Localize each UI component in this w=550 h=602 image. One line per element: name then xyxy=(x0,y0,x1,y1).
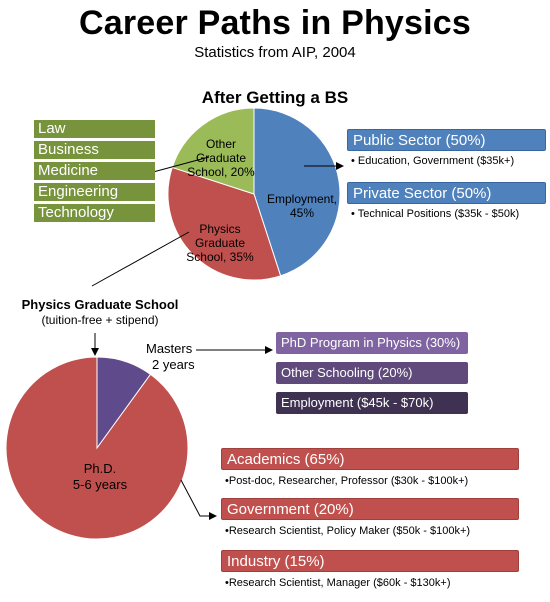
field-box-technology: Technology xyxy=(34,204,155,222)
slice-label-line: Ph.D. xyxy=(83,461,117,476)
phd-outcome-industry: Industry (15%) xyxy=(221,550,519,572)
field-box-business: Business xyxy=(34,141,155,159)
slice-label-line: School, 20% xyxy=(187,165,255,179)
phd-outcome-government: Government (20%) xyxy=(221,498,519,520)
phd-outcome-academics: Academics (65%) xyxy=(221,448,519,470)
field-box-law: Law xyxy=(34,120,155,138)
masters-outcome-employment: Employment ($45k - $70k) xyxy=(276,392,468,414)
slice-label-masters: Masters 2 years xyxy=(146,341,202,373)
slice-label-other-grad: Other Graduate School, 20% xyxy=(186,137,256,179)
public-sector-detail: • Education, Government ($35k+) xyxy=(351,155,515,167)
phd-outcome-government-detail: •Research Scientist, Policy Maker ($50k … xyxy=(225,525,471,537)
slice-label-phd: Ph.D. 5-6 years xyxy=(60,461,140,493)
slice-label-line: Physics xyxy=(199,222,241,236)
slice-label-line: Graduate xyxy=(194,236,246,250)
slice-label-line: 5-6 years xyxy=(72,477,128,492)
pie-slice-phd xyxy=(5,356,189,540)
public-sector-box: Public Sector (50%) xyxy=(347,129,546,151)
slice-label-employment: Employment, 45% xyxy=(262,192,342,220)
slice-label-line: Graduate xyxy=(195,151,247,165)
grad-section-heading: Physics Graduate School xyxy=(21,297,179,312)
slice-label-line: 45% xyxy=(289,206,315,220)
grad-section-subheading: (tuition-free + stipend) xyxy=(41,313,159,327)
phd-outcome-academics-detail: •Post-doc, Researcher, Professor ($30k -… xyxy=(225,475,469,487)
line-to-grad-school xyxy=(91,231,190,287)
page-subtitle: Statistics from AIP, 2004 xyxy=(194,44,356,61)
masters-outcome-phd-program: PhD Program in Physics (30%) xyxy=(276,332,468,354)
pie-slice-other-grad xyxy=(171,107,255,195)
slice-label-line: 2 years xyxy=(152,357,195,372)
arrow-to-phd-outcomes xyxy=(180,479,217,520)
bs-pie-chart xyxy=(167,107,341,281)
private-sector-detail: • Technical Positions ($35k - $50k) xyxy=(351,208,520,220)
pie-slice-employment xyxy=(253,107,341,277)
masters-outcome-other-schooling: Other Schooling (20%) xyxy=(276,362,468,384)
private-sector-box: Private Sector (50%) xyxy=(347,182,546,204)
slice-label-line: School, 35% xyxy=(186,250,254,264)
phd-outcome-industry-detail: •Research Scientist, Manager ($60k - $13… xyxy=(225,577,451,589)
slice-label-physics-grad: Physics Graduate School, 35% xyxy=(180,222,260,264)
field-box-engineering: Engineering xyxy=(34,183,155,201)
bs-section-heading: After Getting a BS xyxy=(201,88,349,107)
slice-label-line: Employment, xyxy=(266,192,338,206)
slice-label-line: Other xyxy=(205,137,236,151)
slice-label-line: Masters xyxy=(146,341,193,356)
grad-pie-chart xyxy=(5,356,189,540)
page-title: Career Paths in Physics xyxy=(78,4,471,42)
pie-slice-physics-grad xyxy=(167,166,282,281)
field-box-medicine: Medicine xyxy=(34,162,155,180)
